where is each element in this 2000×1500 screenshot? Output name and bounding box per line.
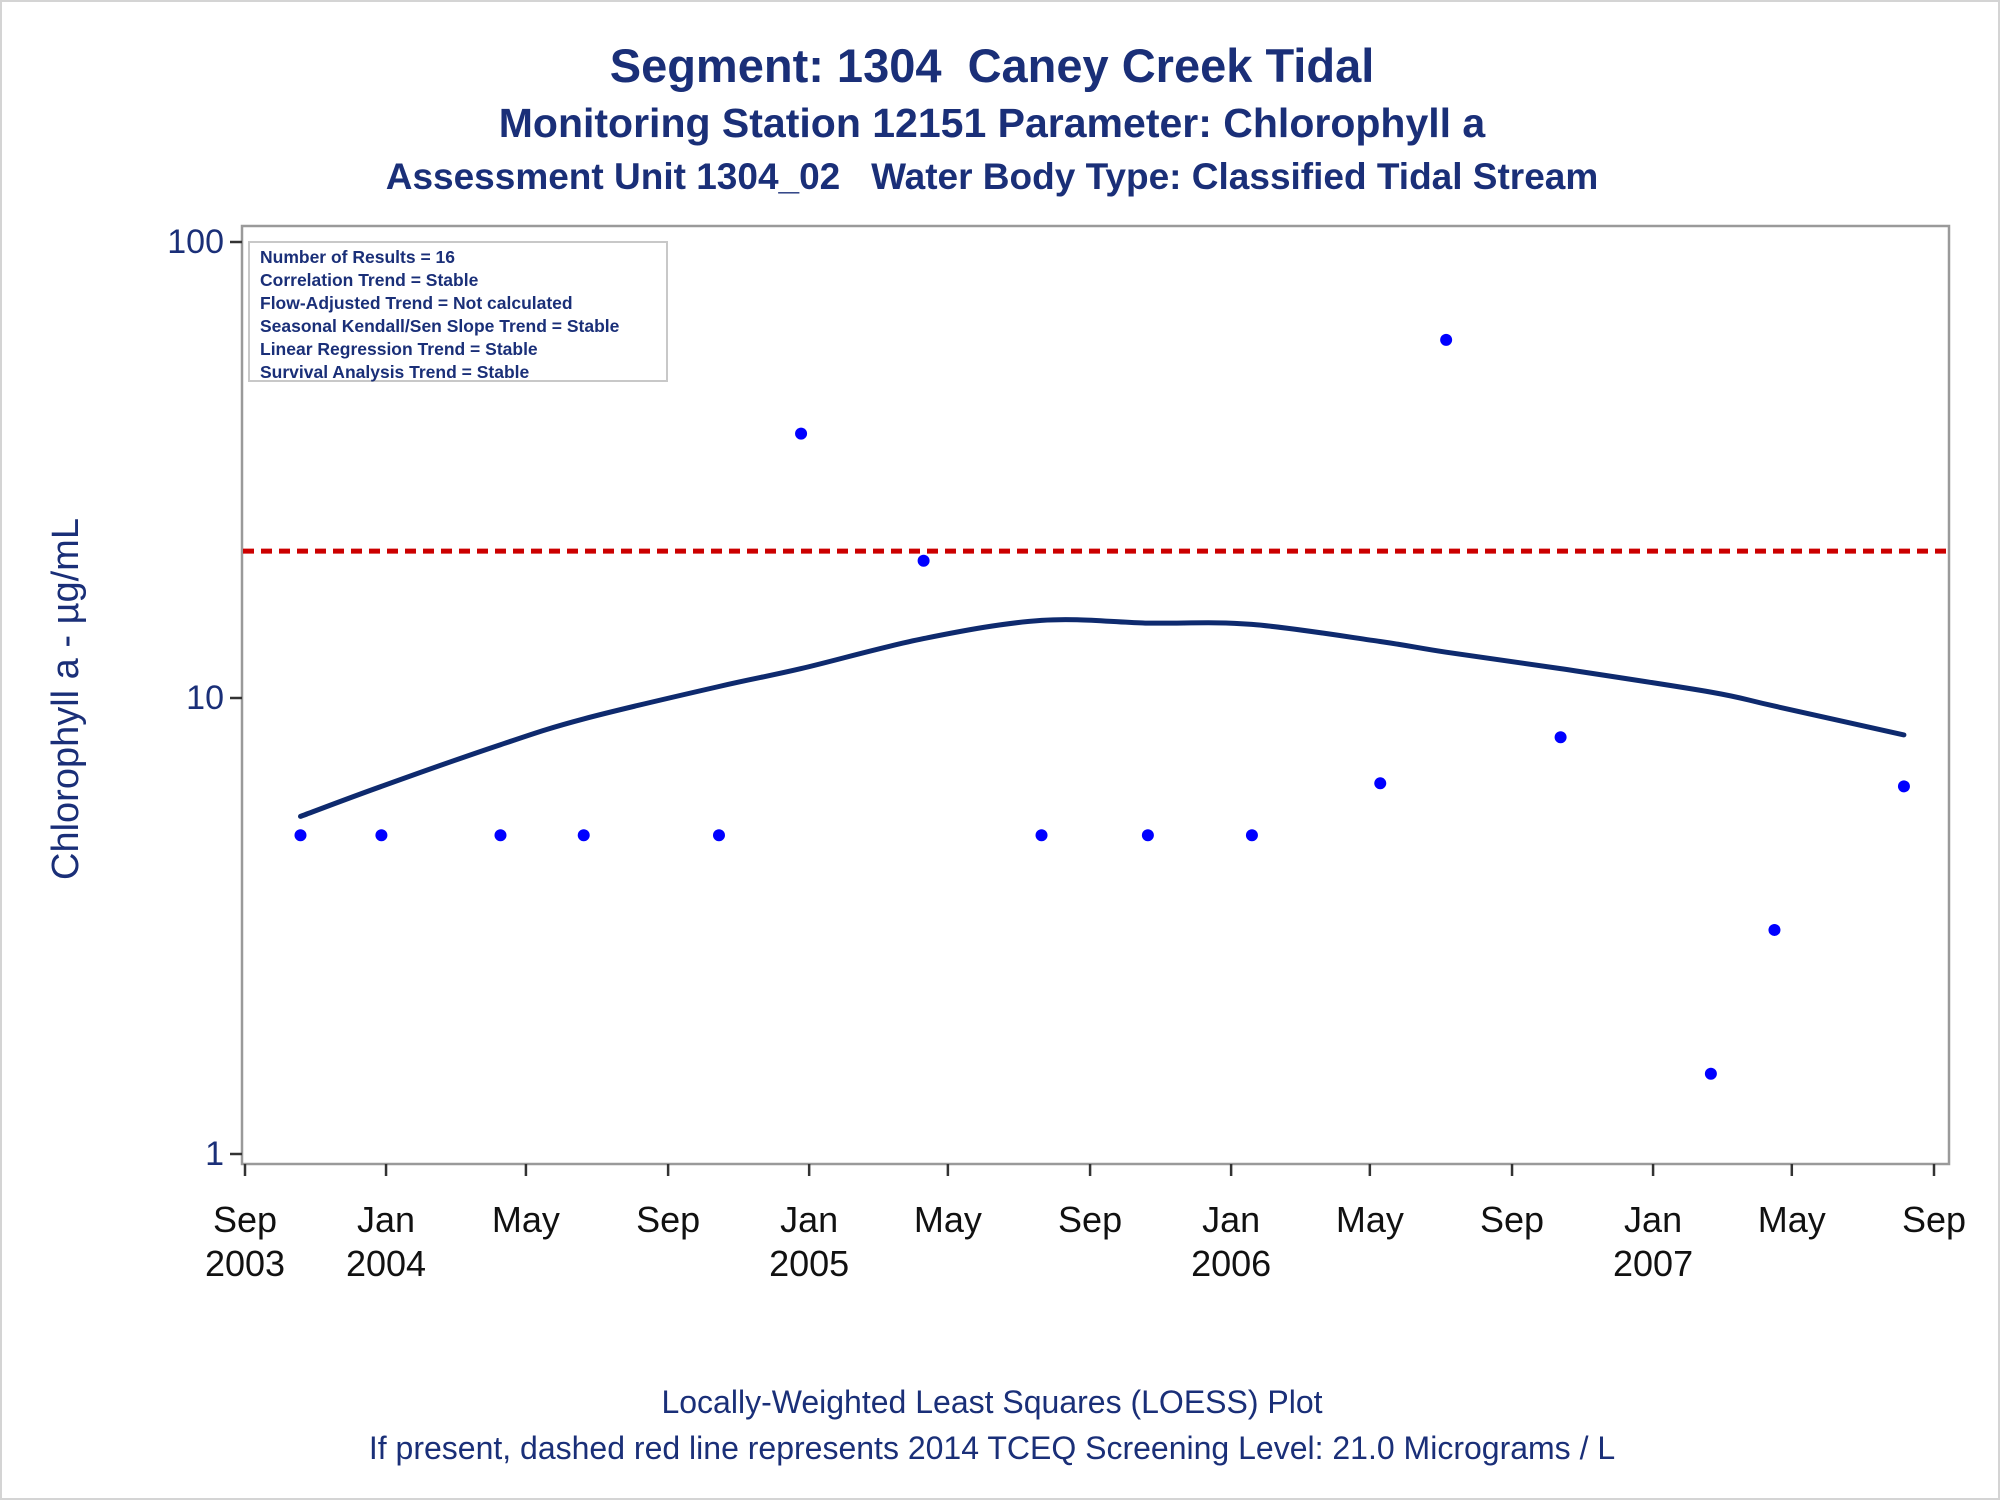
x-tick-year-label: 2004	[346, 1243, 426, 1284]
x-tick-month-label: Jan	[1624, 1199, 1682, 1240]
plot-frame	[240, 224, 1951, 1166]
stat-flow-adjusted-trend: Flow-Adjusted Trend = Not calculated	[260, 293, 573, 313]
y-axis-title: Chlorophyll a - µg/mL	[45, 518, 87, 880]
data-point	[917, 554, 930, 567]
data-point	[1704, 1067, 1717, 1080]
data-point	[1440, 333, 1453, 346]
stat-correlation-trend: Correlation Trend = Stable	[260, 270, 479, 290]
data-point	[494, 829, 507, 842]
stat-survival-analysis-trend: Survival Analysis Trend = Stable	[260, 362, 530, 382]
x-tick-month-label: Sep	[1058, 1199, 1122, 1240]
chart-title: Segment: 1304 Caney Creek Tidal	[609, 39, 1375, 92]
x-tick-month-label: Jan	[1202, 1199, 1260, 1240]
x-tick-month-label: Jan	[357, 1199, 415, 1240]
trend-stats-box: Number of Results = 16 Correlation Trend…	[248, 241, 668, 382]
data-point	[1141, 829, 1154, 842]
chart-subtitle-assessment: Assessment Unit 1304_02 Water Body Type:…	[385, 156, 1599, 197]
footnote-screening-level: If present, dashed red line represents 2…	[368, 1430, 1616, 1466]
data-point	[795, 427, 808, 440]
x-tick-month-label: Sep	[636, 1199, 700, 1240]
data-point	[1554, 731, 1567, 744]
data-point	[1374, 777, 1387, 790]
data-point	[1897, 780, 1910, 793]
x-tick-month-label: May	[1758, 1199, 1826, 1240]
x-tick-month-label: May	[1336, 1199, 1404, 1240]
x-tick-year-label: 2006	[1191, 1243, 1271, 1284]
stat-linear-regression-trend: Linear Regression Trend = Stable	[260, 339, 538, 359]
stat-number-of-results: Number of Results = 16	[260, 247, 455, 267]
data-point	[294, 829, 307, 842]
data-point	[577, 829, 590, 842]
x-tick-month-label: Jan	[780, 1199, 838, 1240]
x-tick-month-label: May	[492, 1199, 560, 1240]
x-tick-year-label: 2007	[1613, 1243, 1693, 1284]
data-point	[1768, 923, 1781, 936]
x-tick-month-label: Sep	[1902, 1199, 1966, 1240]
data-point	[1035, 829, 1048, 842]
y-tick-label: 1	[205, 1135, 224, 1173]
x-tick-year-label: 2005	[769, 1243, 849, 1284]
y-tick-label: 100	[167, 223, 224, 261]
x-tick-year-label: 2003	[205, 1243, 285, 1284]
chart-subtitle-station: Monitoring Station 12151 Parameter: Chlo…	[498, 100, 1486, 146]
data-point	[1245, 829, 1258, 842]
footnote-loess: Locally-Weighted Least Squares (LOESS) P…	[661, 1384, 1323, 1420]
x-tick-month-label: May	[914, 1199, 982, 1240]
stat-seasonal-kendall-trend: Seasonal Kendall/Sen Slope Trend = Stabl…	[260, 316, 620, 336]
x-tick-month-label: Sep	[1480, 1199, 1544, 1240]
y-tick-label: 10	[186, 679, 224, 717]
loess-curve	[298, 617, 1907, 819]
data-point	[375, 829, 388, 842]
x-tick-month-label: Sep	[213, 1199, 277, 1240]
data-point	[712, 829, 725, 842]
